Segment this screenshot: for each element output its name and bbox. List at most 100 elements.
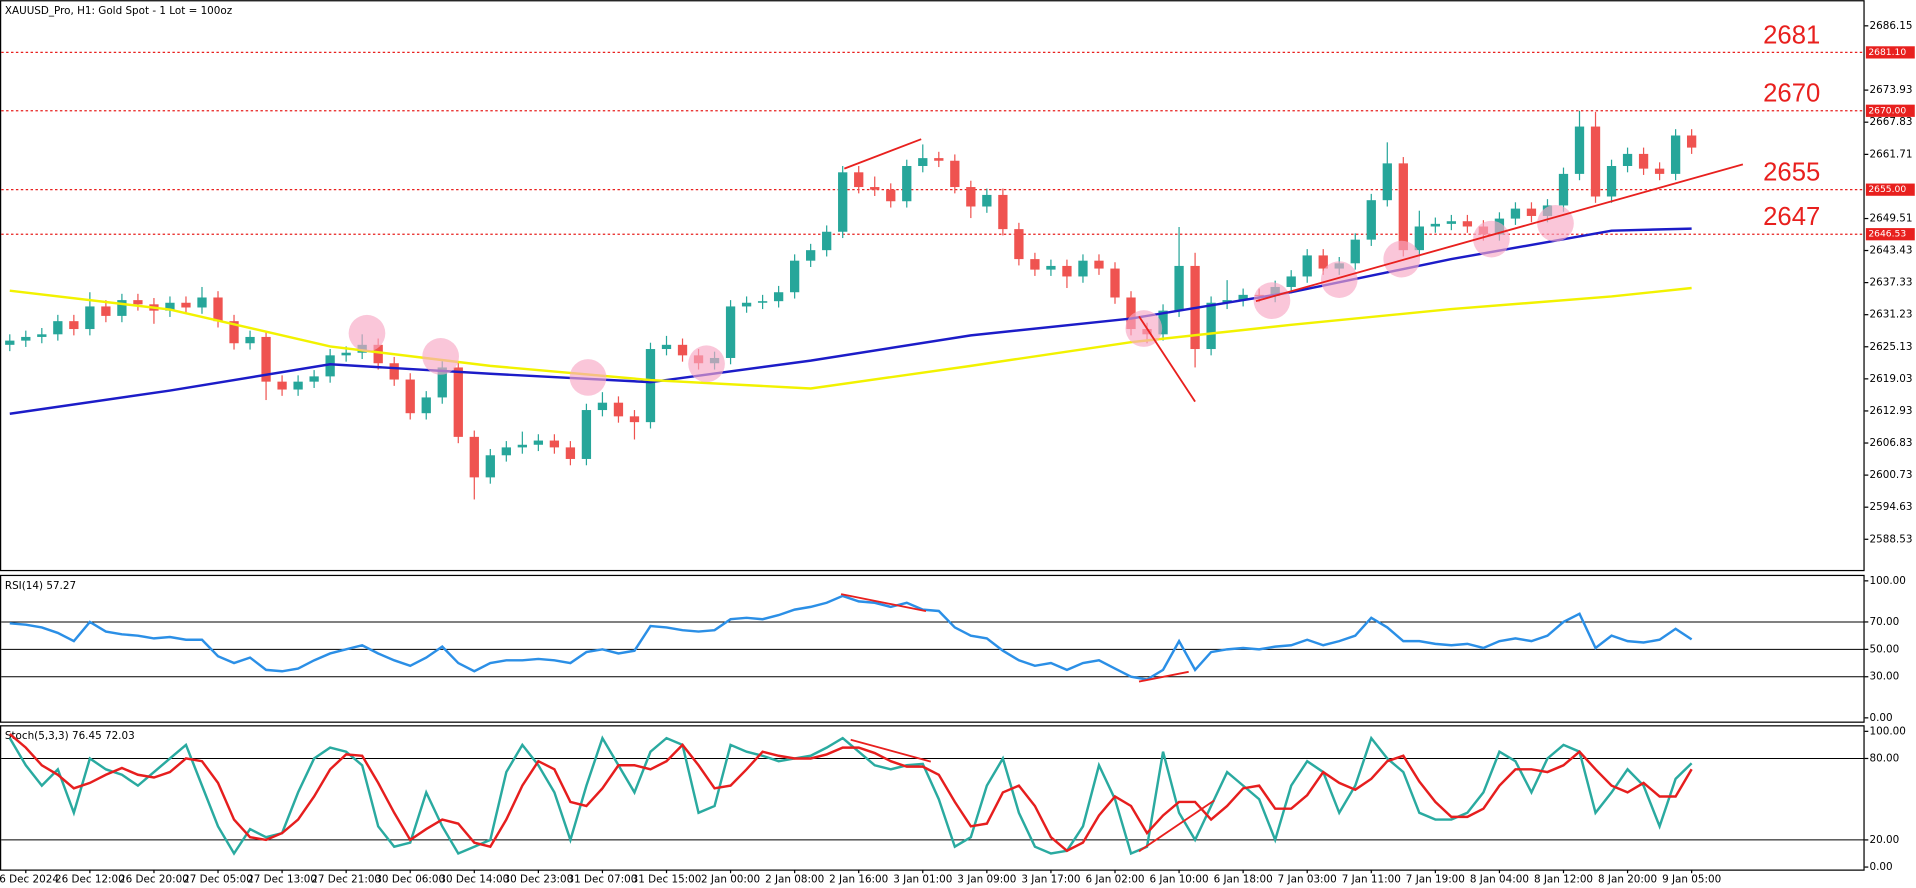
candle-body bbox=[806, 250, 816, 261]
y-tick-label: 2637.33 bbox=[1870, 277, 1913, 289]
level-label: 2655 bbox=[1763, 159, 1820, 187]
x-tick-label: 2 Jan 16:00 bbox=[829, 873, 888, 885]
candle-body bbox=[293, 381, 303, 390]
y-tick-label: 2661.71 bbox=[1870, 148, 1913, 160]
level-label: 2681 bbox=[1763, 21, 1820, 49]
candle-body bbox=[133, 300, 143, 305]
x-tick-label: 3 Jan 01:00 bbox=[893, 873, 952, 885]
candle-body bbox=[565, 447, 576, 459]
candle-body bbox=[1222, 300, 1232, 303]
candle-body bbox=[838, 172, 848, 232]
candle-body bbox=[1238, 294, 1248, 301]
y-tick-label: 2588.53 bbox=[1870, 533, 1913, 545]
x-tick-label: 8 Jan 04:00 bbox=[1470, 873, 1529, 885]
touch-marker bbox=[1383, 240, 1421, 278]
x-tick-label: 7 Jan 03:00 bbox=[1278, 873, 1337, 885]
y-tick-label: 2612.93 bbox=[1870, 405, 1913, 417]
candle-body bbox=[181, 302, 191, 308]
candle-body bbox=[37, 334, 47, 337]
x-tick-label: 9 Jan 05:00 bbox=[1662, 873, 1721, 885]
candle-body bbox=[1174, 265, 1184, 311]
trendline bbox=[840, 593, 927, 613]
candle-body bbox=[101, 306, 111, 316]
candle-body bbox=[69, 321, 79, 330]
x-tick-label: 27 Dec 21:00 bbox=[311, 873, 381, 885]
level-tag-bg bbox=[1865, 228, 1915, 241]
candle-body bbox=[117, 300, 127, 316]
candle-body bbox=[437, 367, 447, 398]
main-panel bbox=[0, 0, 1865, 572]
trendline bbox=[1255, 163, 1744, 303]
candle-body bbox=[341, 352, 351, 356]
y-tick-label: 0.00 bbox=[1870, 712, 1893, 724]
x-tick-label: 8 Jan 12:00 bbox=[1534, 873, 1593, 885]
candle-body bbox=[405, 379, 415, 414]
level-tag-bg bbox=[1865, 104, 1915, 117]
trendline bbox=[1138, 315, 1196, 403]
candle-body bbox=[854, 172, 864, 188]
candle-body bbox=[21, 336, 31, 341]
candle-body bbox=[1574, 126, 1585, 174]
touch-marker bbox=[688, 345, 725, 383]
candle-body bbox=[1430, 223, 1440, 227]
candle-body bbox=[1606, 166, 1617, 197]
y-tick-label: 30.00 bbox=[1870, 671, 1900, 683]
candle-body bbox=[1110, 268, 1120, 298]
trendline bbox=[1138, 670, 1189, 683]
candle-body bbox=[1046, 265, 1056, 270]
candle-body bbox=[325, 355, 335, 377]
candle-body bbox=[597, 402, 608, 411]
x-tick-label: 30 Dec 14:00 bbox=[439, 873, 509, 885]
touch-marker bbox=[1320, 261, 1358, 298]
candle-body bbox=[1014, 229, 1024, 260]
candle-body bbox=[1206, 302, 1216, 350]
candle-body bbox=[1558, 173, 1569, 206]
x-tick-label: 3 Jan 17:00 bbox=[1021, 873, 1080, 885]
candle-body bbox=[1526, 208, 1537, 216]
trendline bbox=[843, 138, 922, 170]
candle-body bbox=[453, 367, 463, 437]
candle-body bbox=[725, 306, 736, 358]
y-tick-label: 2673.93 bbox=[1870, 84, 1913, 96]
candle-body bbox=[1670, 135, 1681, 174]
candle-body bbox=[421, 397, 431, 414]
y-tick-label: 2643.43 bbox=[1870, 245, 1913, 257]
y-tick-label: 50.00 bbox=[1870, 643, 1900, 655]
moving-average bbox=[9, 286, 1692, 390]
candle-body bbox=[934, 158, 944, 161]
candle-body bbox=[53, 321, 63, 335]
candle-body bbox=[902, 166, 912, 202]
touch-marker bbox=[348, 314, 386, 352]
candle-body bbox=[966, 187, 976, 207]
y-tick-label: 2625.13 bbox=[1870, 341, 1913, 353]
candle-body bbox=[629, 416, 640, 423]
indicator-line bbox=[8, 733, 1693, 853]
touch-marker bbox=[1537, 204, 1574, 242]
candle-body bbox=[485, 455, 495, 478]
indicator-line bbox=[8, 735, 1693, 856]
candle-body bbox=[950, 160, 960, 188]
candle-body bbox=[1446, 221, 1457, 224]
candle-body bbox=[533, 440, 544, 445]
candle-body bbox=[261, 336, 271, 382]
x-tick-label: 31 Dec 07:00 bbox=[568, 873, 638, 885]
y-tick-label: 2667.83 bbox=[1870, 116, 1913, 128]
candle-body bbox=[1366, 200, 1376, 240]
candle-body bbox=[918, 158, 928, 167]
candle-body bbox=[1158, 310, 1168, 335]
candle-body bbox=[1382, 163, 1392, 201]
x-tick-label: 6 Jan 18:00 bbox=[1214, 873, 1273, 885]
moving-average bbox=[9, 227, 1692, 415]
y-tick-label: 2619.03 bbox=[1870, 373, 1913, 385]
candle-body bbox=[213, 297, 223, 322]
candle-body bbox=[309, 376, 319, 382]
candle-body bbox=[1126, 297, 1136, 330]
x-tick-label: 2 Jan 00:00 bbox=[701, 873, 760, 885]
candle-body bbox=[1510, 208, 1521, 219]
candle-body bbox=[870, 187, 880, 190]
level-tag: 2670.00 bbox=[1868, 105, 1906, 116]
x-tick-label: 27 Dec 05:00 bbox=[183, 873, 253, 885]
candle-body bbox=[773, 292, 784, 302]
y-tick-label: 80.00 bbox=[1870, 752, 1900, 764]
